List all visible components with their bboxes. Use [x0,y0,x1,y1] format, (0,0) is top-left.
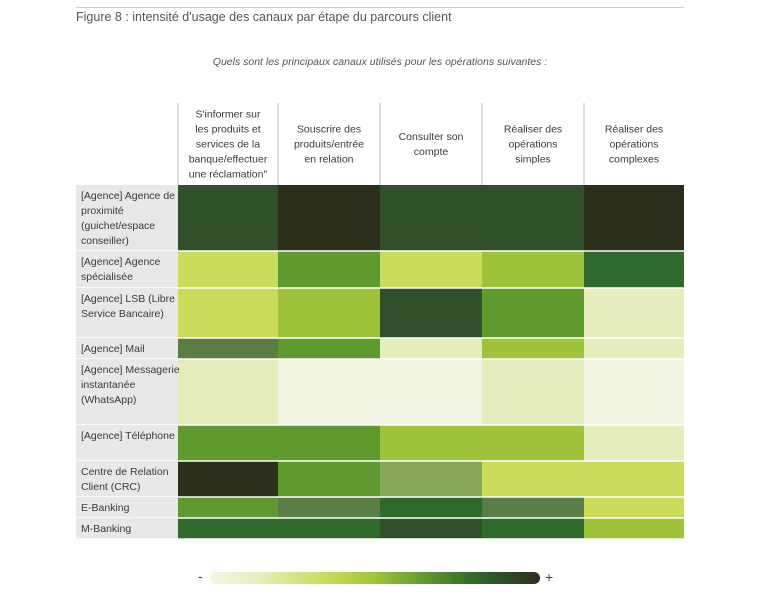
row-header-bg [76,518,178,539]
heatmap-cell [278,518,380,539]
heatmap-cell [178,461,278,497]
column-header: S'informer sur les produits et services de… [189,109,268,181]
heatmap-cell [178,185,278,251]
row-header-bg [76,425,178,461]
heatmap-cell [584,425,684,461]
heatmap-cell [584,359,684,425]
heatmap-cell [178,338,278,359]
heatmap-cell [482,461,584,497]
heatmap-cell [278,288,380,338]
column-header: Réaliser des opérations simples [504,124,562,166]
row-label: [Agence] Messagerie instantanée (WhatsApp) [81,364,180,406]
heatmap-cell [380,185,482,251]
heatmap-cell [380,461,482,497]
heatmap-cell [584,185,684,251]
heatmap-cell [482,425,584,461]
top-rule [76,7,684,8]
heatmap-cell [482,518,584,539]
heatmap-cell [178,497,278,518]
scale-max-label: + [545,569,554,585]
heatmap-cell [278,185,380,251]
heatmap-cell [584,518,684,539]
column-header: Réaliser des opérations complexes [605,124,663,166]
heatmap-cell [380,251,482,288]
figure-title: Figure 8 : intensité d'usage des canaux … [76,10,452,24]
heatmap-cell [482,288,584,338]
row-label: [Agence] Téléphone [81,430,175,442]
heatmap-cell [482,338,584,359]
row-header-bg [76,251,178,288]
row-label: Centre de Relation Client (CRC) [81,466,169,493]
heatmap-cell [482,185,584,251]
heatmap-cell [178,425,278,461]
row-header-bg [76,359,178,425]
heatmap-cell [380,288,482,338]
heatmap-cell [584,461,684,497]
heatmap-cell [482,359,584,425]
row-header-bg [76,185,178,251]
row-label: [Agence] Agence de proximité (guichet/espa… [81,190,175,247]
color-scale-bar [210,572,540,584]
heatmap-cell [178,518,278,539]
heatmap-cell [278,359,380,425]
heatmap-cell [178,359,278,425]
heatmap-cell [584,288,684,338]
heatmap-cell [380,425,482,461]
heatmap-cell [584,497,684,518]
heatmap-cell [178,288,278,338]
heatmap-cell [380,497,482,518]
heatmap-cell [584,251,684,288]
heatmap-cell [380,359,482,425]
row-label: M-Banking [81,523,131,535]
row-label: [Agence] Agence spécialisée [81,256,161,283]
row-header-bg [76,288,178,338]
row-header-bg [76,497,178,518]
heatmap-cell [278,338,380,359]
column-header: Souscrire des produits/entrée en relation [294,124,364,166]
scale-min-label: - [198,568,203,584]
row-label: [Agence] Mail [81,343,145,355]
heatmap-cell [482,497,584,518]
heatmap-cell [178,251,278,288]
heatmap-cell [278,461,380,497]
heatmap-cell [278,251,380,288]
heatmap-cell [584,338,684,359]
heatmap-cell [380,518,482,539]
row-header-bg [76,338,178,359]
row-header-bg [76,461,178,497]
column-header: Consulter son compte [399,131,464,158]
heatmap-cell [380,338,482,359]
heatmap-cell [482,251,584,288]
heatmap-cell [278,497,380,518]
heatmap-cell [278,425,380,461]
row-label: E-Banking [81,502,130,514]
row-label: [Agence] LSB (Libre Service Bancaire) [81,293,175,320]
question-text: Quels sont les principaux canaux utilisé… [212,56,548,68]
